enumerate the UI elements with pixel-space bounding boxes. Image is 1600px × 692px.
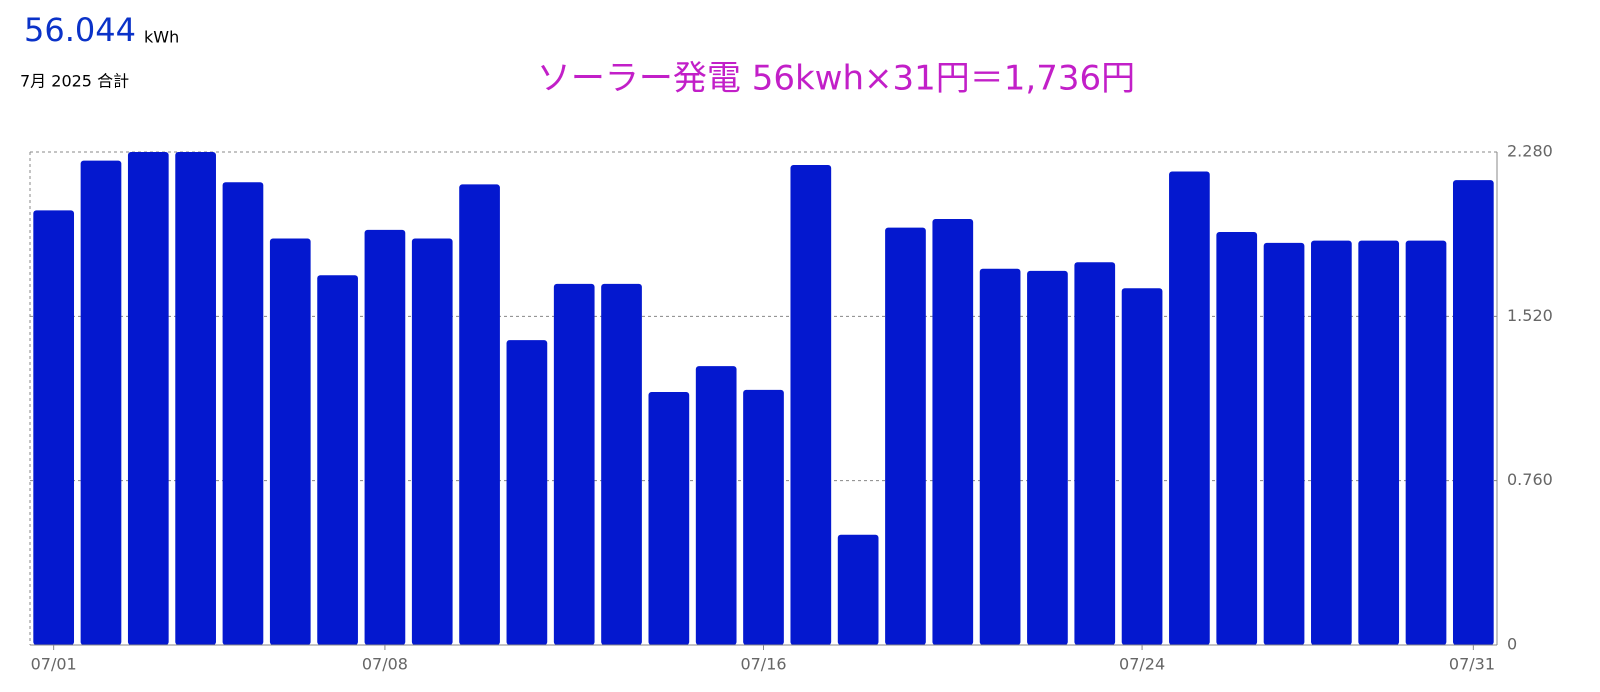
bar (695, 366, 737, 645)
annotation: ソーラー発電 56kwh×31円＝1,736円 (537, 59, 1135, 99)
bar (979, 268, 1021, 645)
bar (1452, 180, 1494, 645)
bar (459, 184, 500, 645)
bar (364, 229, 406, 645)
bar (1311, 240, 1352, 645)
period-label: 7月 2025 合計 (20, 72, 129, 91)
bar (1074, 262, 1116, 645)
bar (743, 389, 784, 645)
bar (601, 283, 642, 645)
bar (411, 238, 453, 646)
bar (1405, 240, 1447, 645)
bar (1027, 270, 1068, 645)
bar (1169, 171, 1210, 646)
bar (553, 283, 595, 645)
bar (222, 182, 264, 646)
bar (1263, 242, 1305, 645)
y-tick-label: 0 (1507, 635, 1517, 654)
y-tick-label: 1.520 (1507, 306, 1553, 325)
x-tick-label: 07/01 (31, 655, 77, 674)
bar (317, 275, 358, 645)
bar (506, 340, 548, 645)
x-tick-label: 07/16 (740, 655, 786, 674)
bar (175, 152, 216, 645)
x-tick-label: 07/31 (1449, 655, 1495, 674)
total-value: 56.044 (24, 11, 136, 49)
bar (932, 219, 974, 645)
bar (648, 392, 690, 645)
bar (1358, 240, 1400, 645)
bar (127, 152, 169, 645)
bar (269, 238, 311, 646)
bar (885, 227, 926, 646)
bar (837, 534, 879, 645)
x-tick-label: 07/08 (362, 655, 408, 674)
bar (1216, 232, 1258, 645)
bar (1121, 288, 1163, 645)
bar (33, 210, 75, 645)
bar (80, 160, 122, 646)
y-tick-label: 0.760 (1507, 470, 1553, 489)
x-tick-label: 07/24 (1119, 655, 1165, 674)
y-tick-label: 2.280 (1507, 142, 1553, 161)
bar (790, 164, 832, 645)
total-unit: kWh (144, 28, 179, 47)
